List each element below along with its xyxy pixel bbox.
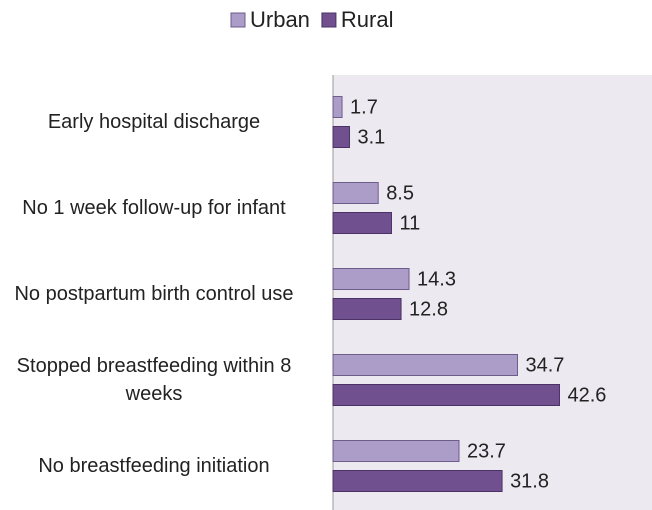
bar <box>332 354 518 376</box>
value-label: 42.6 <box>567 384 606 406</box>
bar <box>332 440 460 462</box>
value-label: 34.7 <box>525 354 564 376</box>
value-label: 8.5 <box>386 182 414 204</box>
bar <box>332 126 350 148</box>
legend-label: Urban <box>250 7 310 32</box>
bar <box>332 384 560 406</box>
value-label: 14.3 <box>417 268 456 290</box>
legend-label: Rural <box>341 7 394 32</box>
bar <box>332 298 402 320</box>
category-label: Early hospital discharge <box>47 111 261 133</box>
value-label: 31.8 <box>510 470 549 492</box>
plot-background <box>333 75 652 510</box>
legend-swatch <box>230 12 246 28</box>
category-label: Stopped breastfeeding within 8 weeks <box>16 355 292 405</box>
bar <box>332 182 379 204</box>
bar <box>332 212 392 234</box>
value-label: 3.1 <box>357 126 385 148</box>
legend-swatch <box>321 12 337 28</box>
value-label: 11 <box>399 212 420 234</box>
category-label: No postpartum birth control use <box>14 283 294 305</box>
bar <box>332 268 410 290</box>
value-label: 1.7 <box>350 96 378 118</box>
value-label: 23.7 <box>467 440 506 462</box>
value-label: 12.8 <box>409 298 448 320</box>
category-label: No breastfeeding initiation <box>38 455 270 477</box>
category-label: No 1 week follow-up for infant <box>22 197 286 219</box>
bar <box>332 470 503 492</box>
bar <box>332 96 343 118</box>
